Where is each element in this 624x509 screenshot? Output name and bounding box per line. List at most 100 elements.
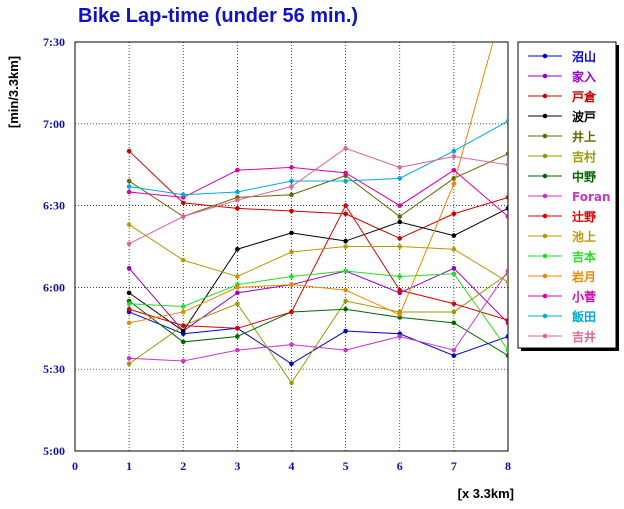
data-point [235,285,240,290]
data-point [235,301,240,307]
series-line [128,273,508,384]
data-point [126,184,132,189]
data-point [343,146,348,151]
y-axis-label: [min/3.3km] [6,56,21,128]
legend-item: 飯田 [528,309,596,324]
data-point [289,342,294,347]
data-point [505,347,508,353]
y-tick-label: 5:30 [43,362,65,376]
data-point [397,334,403,339]
data-point [289,380,294,386]
legend-item: 岩月 [528,269,596,284]
data-point [505,353,508,358]
y-tick-label: 6:30 [43,199,65,213]
data-point [505,268,508,274]
series-line [128,311,508,365]
series-line [128,267,508,332]
series-6 [126,271,508,386]
legend-item: 吉井 [528,329,596,344]
legend-label: 吉井 [572,329,596,344]
data-point [180,304,186,309]
legend-item: 沼山 [528,49,596,64]
data-point [235,167,240,173]
data-point [289,208,294,214]
data-point [397,176,403,181]
y-tick-labels: 5:00 5:30 6:00 6:30 7:00 7:30 [43,35,65,458]
data-point [235,290,240,296]
legend-swatch-marker [542,173,548,179]
data-point [343,347,348,353]
data-point [180,192,186,197]
x-tick-label: 6 [397,459,403,473]
series-15 [126,146,508,247]
series-line [129,270,508,351]
data-point [235,197,240,203]
series-line [129,120,508,196]
legend-swatch-marker [542,133,548,139]
data-point [180,328,186,334]
data-point [126,306,132,312]
legend-label: 家入 [572,69,596,84]
x-axis-label: [x 3.3km] [458,486,514,501]
legend-swatch-marker [542,113,548,119]
data-point [289,282,294,287]
y-tick-label: 7:00 [43,117,65,131]
series-12 [126,42,494,326]
series-11 [126,268,508,353]
legend-swatch-marker [542,253,548,259]
data-point [505,206,508,211]
data-point [505,162,508,167]
data-point [505,151,508,157]
series-10 [126,222,508,285]
legend-item: 中野 [528,169,596,184]
legend-swatch-marker [542,293,548,299]
data-point [126,189,132,195]
data-point [397,219,403,225]
legend-item: 吉本 [528,249,596,264]
data-point [505,334,508,339]
data-point [289,249,294,255]
data-point [235,326,240,331]
x-tick-label: 2 [180,459,186,473]
data-point [505,317,508,323]
legend-label: Foran [572,190,611,204]
data-point [397,312,403,317]
data-point [343,298,348,304]
data-point [343,306,348,312]
legend-item: Foran [528,190,611,204]
data-point [180,309,186,315]
series-14 [126,118,508,197]
legend-item: 吉村 [528,149,596,164]
x-tick-label: 8 [505,459,511,473]
data-point [235,246,240,252]
data-point [451,167,457,173]
x-tick-label: 1 [126,459,132,473]
data-point [126,320,132,326]
data-point [397,244,403,249]
data-point [343,287,348,293]
data-point [289,192,294,197]
data-point [451,211,457,217]
legend-item: 波戸 [528,109,596,124]
data-point [180,214,186,219]
chart-title: Bike Lap-time (under 56 min.) [78,5,358,27]
legend-swatch-marker [542,213,548,219]
y-tick-label: 6:00 [43,280,65,294]
legend-swatch-marker [542,333,548,339]
legend-label: 岩月 [571,269,596,284]
data-point [451,309,457,315]
legend-swatch-marker [542,313,548,319]
data-point [126,148,132,154]
series-1 [126,309,508,367]
data-point [451,320,457,326]
legend-label: 辻野 [572,209,596,224]
series-13 [126,165,508,219]
data-point [397,274,403,279]
series-4 [126,206,508,334]
legend-item: 辻野 [528,209,596,224]
series-lines [126,42,508,386]
legend-swatch-marker [542,273,548,279]
x-tick-label: 4 [289,459,295,473]
legend-item: 戸倉 [528,89,597,104]
legend-item: 池上 [528,229,596,244]
